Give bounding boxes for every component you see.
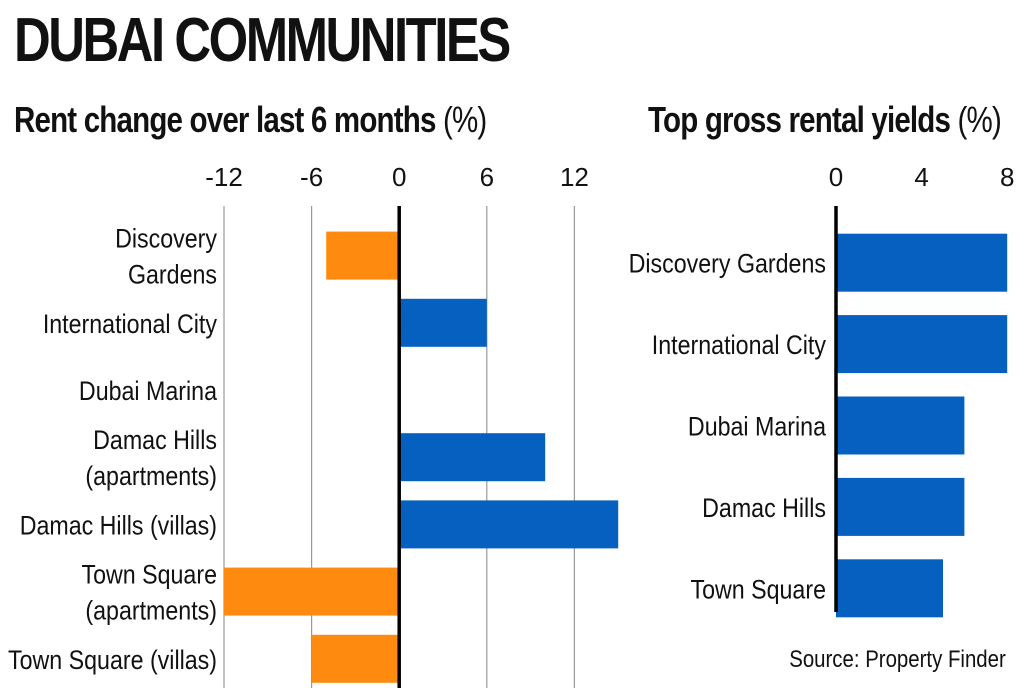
bar	[836, 559, 943, 618]
chart-title-yields: Top gross rental yields (%)	[648, 99, 1002, 140]
category-label: (apartments)	[85, 462, 217, 492]
category-label: Town Square	[82, 560, 217, 590]
chart-title-text: Top gross rental yields	[648, 99, 951, 140]
bar	[399, 298, 487, 347]
category-label: Dubai Marina	[79, 376, 217, 406]
x-tick-label: 6	[480, 162, 494, 192]
chart-title-text: Rent change over last 6 months	[14, 99, 436, 140]
category-label: Town Square (villas)	[8, 645, 217, 675]
category-label: Town Square	[691, 575, 826, 605]
category-label: (apartments)	[85, 596, 217, 626]
bar	[836, 315, 1008, 374]
bar	[399, 433, 546, 482]
bar	[399, 500, 619, 549]
bar	[836, 233, 1008, 292]
category-label: Discovery	[115, 224, 217, 254]
category-label: Gardens	[128, 260, 217, 290]
chart-title-rent-change: Rent change over last 6 months (%)	[14, 99, 487, 140]
category-label: Dubai Marina	[688, 412, 826, 442]
x-tick-label: -6	[300, 162, 323, 192]
x-tick-label: 8	[1000, 162, 1014, 192]
page-title: DUBAI COMMUNITIES	[14, 6, 511, 75]
bar	[836, 396, 965, 455]
category-label: Damac Hills	[93, 426, 217, 456]
bar	[224, 567, 400, 616]
category-label: International City	[652, 331, 827, 361]
bar	[326, 231, 400, 280]
x-tick-label: -12	[205, 162, 243, 192]
category-label: International City	[43, 309, 218, 339]
bar	[836, 477, 965, 536]
x-tick-label: 4	[914, 162, 928, 192]
category-label: Discovery Gardens	[629, 249, 826, 279]
category-label: Damac Hills (villas)	[20, 511, 217, 541]
x-tick-label: 12	[560, 162, 589, 192]
bar	[311, 634, 400, 683]
source-note: Source: Property Finder	[789, 646, 1006, 673]
category-label: Damac Hills	[702, 493, 826, 523]
x-tick-label: 0	[829, 162, 843, 192]
x-tick-label: 0	[392, 162, 406, 192]
chart-unit: (%)	[442, 99, 487, 140]
chart-unit: (%)	[957, 99, 1002, 140]
